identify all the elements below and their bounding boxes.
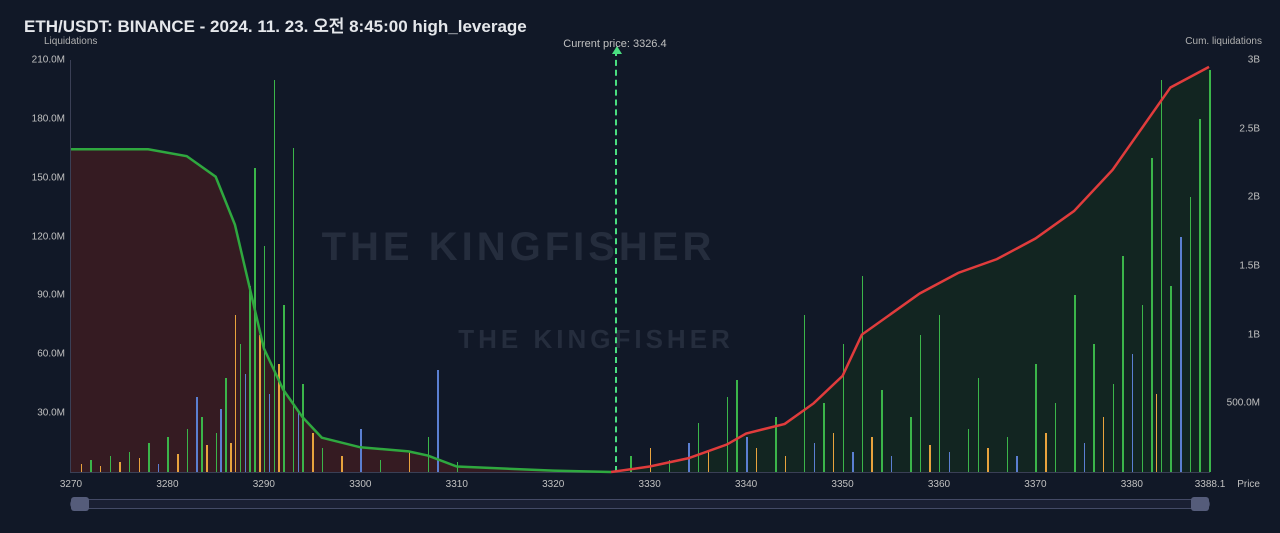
x-tick: 3350 xyxy=(831,479,853,490)
y-left-tick: 210.0M xyxy=(13,55,65,66)
x-tick: 3270 xyxy=(60,479,82,490)
y-left-tick: 120.0M xyxy=(13,231,65,242)
x-tick: 3360 xyxy=(928,479,950,490)
cumulative-lines xyxy=(71,60,1210,472)
x-tick: 3380 xyxy=(1121,479,1143,490)
y-right-tick: 500.0M xyxy=(1227,398,1260,409)
y-right-tick: 3B xyxy=(1248,55,1260,66)
y-right-tick: 2.5B xyxy=(1239,123,1260,134)
cum-liquidation-left-line xyxy=(71,149,611,472)
chart-title: ETH/USDT: BINANCE - 2024. 11. 23. 오전 8:4… xyxy=(24,12,527,37)
x-tick: 3300 xyxy=(349,479,371,490)
cum-liquidation-right-line xyxy=(611,67,1209,472)
x-tick: 3388.1 xyxy=(1195,479,1226,490)
y-left-tick: 180.0M xyxy=(13,113,65,124)
x-axis-label: Price xyxy=(1237,479,1260,490)
y-right-tick: 2B xyxy=(1248,192,1260,203)
y-left-tick: 60.0M xyxy=(13,349,65,360)
slider-handle-left[interactable] xyxy=(71,497,89,511)
x-tick: 3310 xyxy=(446,479,468,490)
x-tick: 3370 xyxy=(1024,479,1046,490)
y-left-axis-label: Liquidations xyxy=(44,36,97,47)
slider-handle-right[interactable] xyxy=(1191,497,1209,511)
y-left-tick: 150.0M xyxy=(13,172,65,183)
x-tick: 3290 xyxy=(253,479,275,490)
y-left-tick: 90.0M xyxy=(13,290,65,301)
range-slider[interactable] xyxy=(70,499,1210,509)
current-price-label: Current price: 3326.4 xyxy=(563,38,666,50)
y-right-tick: 1B xyxy=(1248,329,1260,340)
x-tick: 3330 xyxy=(639,479,661,490)
x-tick: 3320 xyxy=(542,479,564,490)
y-left-tick: 30.0M xyxy=(13,408,65,419)
y-right-axis-label: Cum. liquidations xyxy=(1185,36,1262,47)
liquidation-chart: THE KINGFISHER THE KINGFISHER 30.0M60.0M… xyxy=(70,60,1210,473)
y-right-tick: 1.5B xyxy=(1239,261,1260,272)
x-tick: 3280 xyxy=(156,479,178,490)
x-tick: 3340 xyxy=(735,479,757,490)
